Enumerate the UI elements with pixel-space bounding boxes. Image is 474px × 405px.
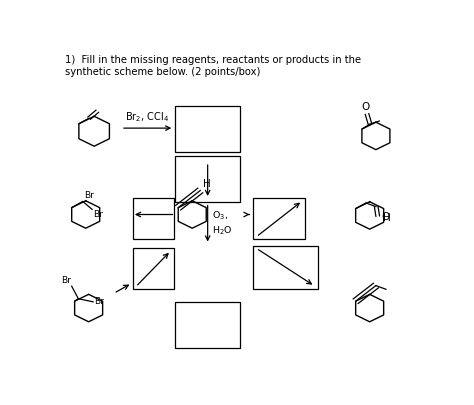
Bar	[175, 302, 240, 348]
Text: O$_3$,
H$_2$O: O$_3$, H$_2$O	[212, 210, 233, 237]
Text: Br: Br	[94, 297, 104, 306]
Bar	[133, 198, 174, 239]
Text: H: H	[203, 179, 210, 189]
Text: 1)  Fill in the missing reagents, reactants or products in the: 1) Fill in the missing reagents, reactan…	[65, 55, 361, 65]
Text: Br$_2$, CCl$_4$: Br$_2$, CCl$_4$	[126, 111, 169, 124]
Text: Br: Br	[84, 190, 94, 200]
Bar	[175, 106, 240, 152]
Bar	[253, 198, 305, 239]
Bar	[175, 156, 240, 202]
Text: Br: Br	[61, 276, 71, 285]
Text: Br: Br	[93, 211, 103, 220]
Bar	[133, 248, 174, 289]
Text: synthetic scheme below. (2 points/box): synthetic scheme below. (2 points/box)	[65, 67, 260, 77]
Text: H: H	[383, 213, 391, 223]
Bar	[253, 246, 318, 289]
Text: O: O	[362, 102, 370, 112]
Text: O: O	[382, 212, 390, 222]
